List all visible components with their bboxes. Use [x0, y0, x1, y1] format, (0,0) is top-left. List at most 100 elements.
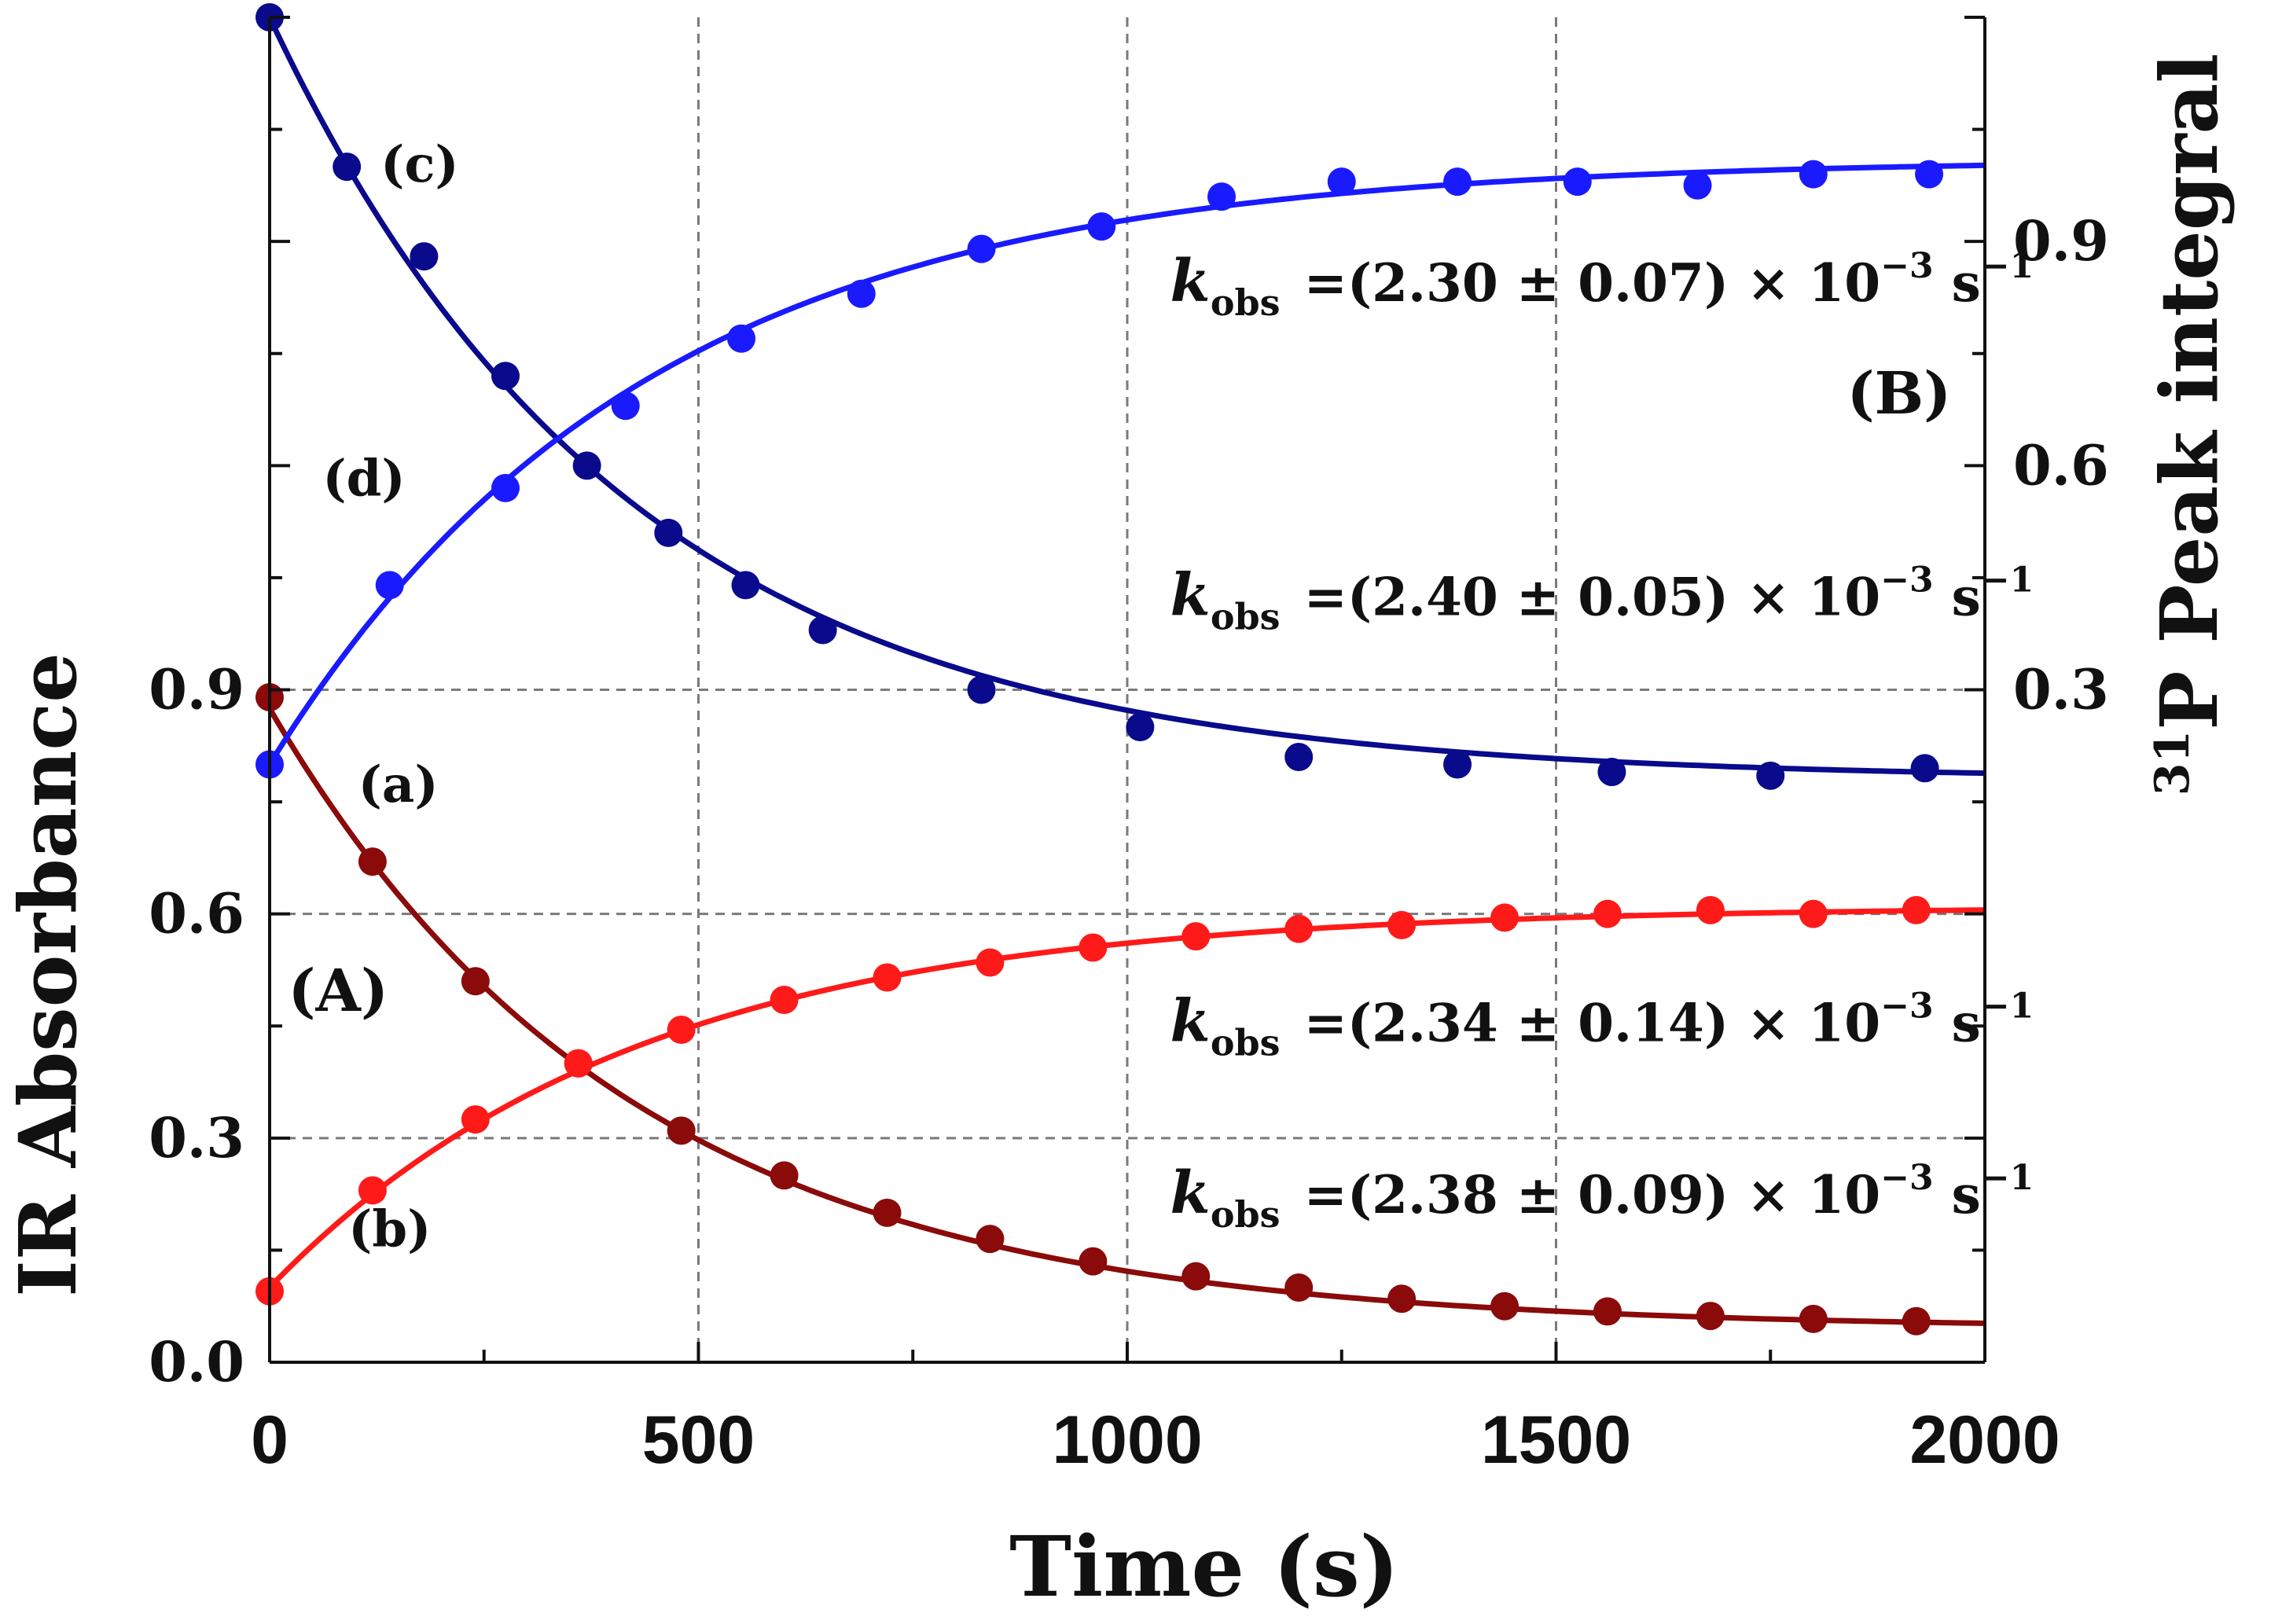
data-point-c	[1284, 743, 1314, 772]
y-axis-right-title-sup: 31	[2145, 730, 2200, 796]
data-point-d	[847, 279, 876, 308]
data-point-b	[1902, 895, 1931, 924]
kobs-symbol: k	[1170, 248, 1211, 315]
kobs-unit-exponent: −1	[1981, 986, 2034, 1026]
data-point-c	[410, 242, 439, 271]
series-label-a: (a)	[358, 755, 439, 814]
data-point-b	[976, 948, 1005, 977]
data-point-b	[1490, 903, 1519, 932]
x-tick-label: 0	[251, 1402, 288, 1478]
data-point-d	[1683, 171, 1712, 200]
kobs-symbol: k	[1170, 987, 1211, 1055]
y-axis-right-title: 31P Peak integral	[2143, 53, 2236, 795]
kobs-exponent: −3	[1880, 986, 1933, 1026]
data-point-b	[1181, 922, 1211, 951]
kobs-unit-exponent: −1	[1981, 560, 2034, 600]
data-point-c	[1126, 713, 1155, 742]
data-point-d	[1087, 212, 1116, 241]
data-point-b	[1696, 895, 1725, 924]
kobs-unit: s	[1934, 252, 1981, 314]
data-point-a	[1799, 1304, 1828, 1333]
kobs-exponent: −3	[1880, 1158, 1933, 1198]
data-point-c	[491, 362, 520, 391]
data-point-c	[333, 152, 362, 182]
data-point-b	[564, 1049, 593, 1078]
y-axis-right-title-main: P Peak integral	[2143, 53, 2236, 730]
axes	[268, 16, 1986, 1364]
kobs-annotation: kobs =(2.30 ± 0.07) × 10−3 s−1	[1170, 246, 2034, 324]
x-tick-label: 1000	[1052, 1402, 1202, 1478]
data-point-c	[1597, 758, 1626, 787]
panel-label: (B)	[1847, 360, 1952, 428]
x-tick-label: 2000	[1909, 1402, 2060, 1478]
data-point-d	[1915, 160, 1944, 189]
data-point-c	[967, 675, 996, 704]
y-left-tick-label: 0.9	[149, 657, 244, 722]
kobs-annotation: kobs =(2.38 ± 0.09) × 10−3 s−1	[1170, 1158, 2034, 1236]
data-point-a	[667, 1116, 696, 1145]
data-point-b	[1387, 910, 1417, 939]
data-point-a	[873, 1198, 902, 1227]
data-point-a	[1696, 1302, 1725, 1331]
kobs-subscript: obs	[1211, 281, 1281, 324]
data-point-d	[1563, 167, 1592, 197]
kobs-unit-exponent: −1	[1981, 246, 2034, 286]
data-point-a	[1387, 1284, 1417, 1314]
kobs-unit-exponent: −1	[1981, 1158, 2034, 1198]
kobs-symbol: k	[1170, 561, 1211, 629]
data-point-a	[1593, 1297, 1622, 1326]
kobs-annotation: kobs =(2.34 ± 0.14) × 10−3 s−1	[1170, 986, 2034, 1064]
data-point-c	[1443, 750, 1472, 779]
data-point-c	[731, 571, 760, 600]
kobs-unit: s	[1934, 992, 1981, 1053]
y-left-tick-label: 0.3	[149, 1105, 244, 1170]
series-label-b: (b)	[348, 1200, 431, 1259]
data-point-c	[572, 451, 601, 480]
y-left-tick-label: 0.0	[149, 1329, 244, 1394]
data-point-d	[967, 234, 996, 263]
annotations: (a)(b)(c)(d)(A)(B)kobs =(2.30 ± 0.07) × 1…	[288, 135, 2034, 1259]
kobs-subscript: obs	[1211, 1193, 1281, 1236]
data-point-a	[1284, 1273, 1314, 1302]
data-point-a	[461, 967, 490, 996]
data-point-d	[375, 571, 404, 600]
data-points	[255, 3, 1944, 1336]
data-point-c	[1910, 754, 1939, 783]
gridlines	[270, 17, 1985, 1362]
kobs-value: =(2.38 ± 0.09) × 10	[1304, 1164, 1881, 1225]
kobs-exponent: −3	[1880, 560, 1933, 600]
panel-label: (A)	[288, 957, 388, 1025]
data-point-b	[770, 985, 799, 1014]
x-tick-label: 500	[642, 1402, 755, 1478]
data-point-b	[358, 1176, 387, 1205]
y-axis-left-title: IR Absorbance	[2, 652, 94, 1297]
x-axis-title: Time (s)	[1009, 1517, 1399, 1615]
data-point-d	[727, 324, 756, 353]
data-point-a	[1490, 1291, 1519, 1321]
data-point-c	[654, 518, 683, 547]
data-point-a	[976, 1225, 1005, 1254]
fit-curve-c	[266, 16, 1986, 777]
data-point-b	[461, 1105, 490, 1134]
kobs-subscript: obs	[1211, 595, 1281, 637]
data-point-d	[611, 391, 640, 421]
data-point-b	[873, 963, 902, 992]
kobs-value: =(2.40 ± 0.05) × 10	[1304, 566, 1881, 627]
kobs-value: =(2.34 ± 0.14) × 10	[1304, 992, 1881, 1053]
kobs-unit: s	[1934, 1164, 1981, 1225]
y-right-tick-label: 0.3	[2013, 657, 2109, 722]
y-right-tick-label: 0.9	[2013, 208, 2109, 274]
data-point-c	[808, 615, 837, 645]
data-point-c	[1756, 761, 1785, 790]
tick-labels: 0 500 1000 1500 2000 0.0 0.3 0.6 0.9 0.3 0.6 0.9	[149, 208, 2109, 1478]
series-label-d: (d)	[322, 449, 405, 508]
kobs-exponent: −3	[1880, 246, 1933, 286]
x-tick-label: 1500	[1481, 1402, 1631, 1478]
kobs-value: =(2.30 ± 0.07) × 10	[1304, 252, 1881, 314]
data-point-a	[1181, 1262, 1211, 1291]
kobs-symbol: k	[1170, 1159, 1211, 1227]
kobs-annotation: kobs =(2.40 ± 0.05) × 10−3 s−1	[1170, 560, 2034, 637]
data-point-b	[1079, 933, 1108, 962]
